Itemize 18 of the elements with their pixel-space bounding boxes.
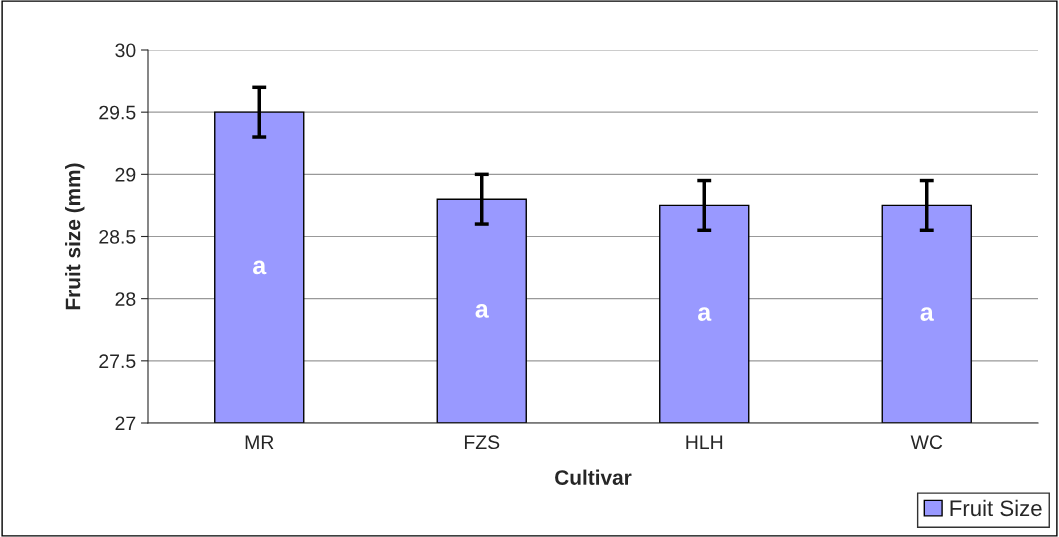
- annotation: a: [253, 260, 267, 275]
- x-tick-label: HLH: [686, 435, 723, 449]
- x-tick-label: WC: [910, 435, 943, 450]
- y-tick-label: 27: [115, 416, 136, 431]
- y-tick-label: 29.5: [99, 105, 136, 120]
- x-tick-label: FZS: [464, 435, 500, 450]
- y-tick-label: 29: [115, 167, 136, 182]
- x-axis-title: Cultivar: [555, 469, 632, 485]
- legend-label: Fruit Size: [950, 499, 1042, 517]
- annotation: a: [920, 307, 934, 321]
- y-tick-label: 28: [115, 292, 136, 306]
- y-axis-title: Fruit size (mm): [65, 163, 85, 310]
- y-tick-label: 30: [115, 43, 136, 58]
- x-tick-label: MR: [245, 435, 274, 449]
- y-tick-label: 27.5: [99, 354, 136, 369]
- y-tick-label: 28.5: [99, 229, 136, 244]
- annotation: a: [698, 307, 712, 321]
- annotation: a: [475, 304, 489, 318]
